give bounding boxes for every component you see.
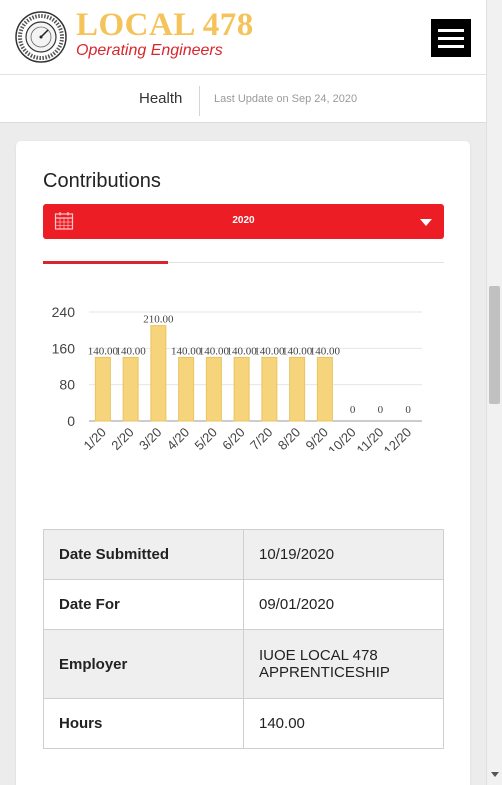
contributions-bar-chart: 0 80 160 240 140.00 1/20 140.00 2/20 210.00 3/20 1… — [52, 304, 422, 451]
contribution-details-table: Date Submitted 10/19/2020 Date For 09/01/20… — [43, 529, 444, 749]
bar — [233, 356, 250, 422]
table-row: Employer IUOE LOCAL 478 APPRENTICESHIP — [43, 629, 444, 699]
bar — [205, 356, 222, 422]
scroll-down-arrow-icon[interactable] — [491, 772, 499, 777]
bar — [178, 356, 195, 422]
contributions-card: Contributions 2020 0 80 160 240 140.00 1/20 14… — [16, 141, 470, 785]
x-tick-label: 4/20 — [164, 425, 193, 451]
last-update-text: Last Update on Sep 24, 2020 — [214, 93, 358, 105]
bar — [122, 356, 139, 422]
data-label: 140.00 — [227, 345, 258, 357]
bar — [94, 356, 111, 422]
contributions-title: Contributions — [43, 170, 161, 192]
section-bar: Health Last Update on Sep 24, 2020 — [0, 75, 486, 123]
detail-value: 09/01/2020 — [243, 579, 444, 630]
caret-down-icon — [420, 219, 432, 226]
x-tick-label: 3/20 — [136, 425, 165, 451]
detail-label: Date Submitted — [43, 529, 244, 580]
bar — [150, 325, 167, 422]
detail-label: Employer — [43, 629, 244, 699]
tab-underline — [43, 262, 444, 263]
detail-value: IUOE LOCAL 478 APPRENTICESHIP — [243, 629, 444, 699]
selected-year: 2020 — [232, 215, 255, 226]
bar — [316, 356, 333, 422]
year-dropdown[interactable]: 2020 — [43, 204, 444, 239]
data-label: 140.00 — [116, 345, 147, 357]
active-tab-indicator — [43, 261, 168, 264]
calendar-icon — [54, 212, 74, 230]
x-tick-label: 5/20 — [191, 425, 220, 451]
detail-value: 140.00 — [243, 698, 444, 749]
data-label: 0 — [378, 404, 384, 416]
detail-label: Date For — [43, 579, 244, 630]
brand-subtitle: Operating Engineers — [76, 42, 223, 59]
y-tick-label: 0 — [67, 413, 75, 429]
table-row: Date For 09/01/2020 — [43, 579, 444, 630]
site-header: LOCAL 478 Operating Engineers — [0, 0, 486, 75]
vertical-scrollbar[interactable] — [486, 0, 502, 785]
data-label: 140.00 — [88, 345, 119, 357]
detail-label: Hours — [43, 698, 244, 749]
x-tick-label: 12/20 — [381, 425, 415, 451]
scrollbar-thumb[interactable] — [489, 286, 500, 404]
bar — [261, 356, 278, 422]
table-row: Hours 140.00 — [43, 698, 444, 749]
x-tick-label: 6/20 — [219, 425, 248, 451]
x-tick-label: 2/20 — [108, 425, 137, 451]
hamburger-menu-icon[interactable] — [431, 19, 471, 57]
data-label: 210.00 — [143, 314, 174, 326]
detail-value: 10/19/2020 — [243, 529, 444, 580]
divider — [199, 86, 200, 116]
data-label: 140.00 — [310, 345, 341, 357]
data-label: 0 — [405, 404, 411, 416]
x-tick-label: 1/20 — [80, 425, 109, 451]
data-label: 140.00 — [199, 345, 230, 357]
data-label: 140.00 — [254, 345, 285, 357]
y-tick-label: 240 — [52, 304, 76, 320]
union-seal-logo[interactable] — [15, 11, 67, 63]
data-label: 140.00 — [171, 345, 202, 357]
y-tick-label: 160 — [52, 340, 76, 356]
section-title: Health — [139, 90, 183, 107]
x-tick-label: 8/20 — [275, 425, 304, 451]
x-tick-label: 7/20 — [247, 425, 276, 451]
y-tick-label: 80 — [59, 377, 75, 393]
data-label: 140.00 — [282, 345, 313, 357]
bar — [289, 356, 306, 422]
data-label: 0 — [350, 404, 356, 416]
table-row: Date Submitted 10/19/2020 — [43, 529, 444, 580]
brand-title: LOCAL 478 — [76, 7, 254, 43]
